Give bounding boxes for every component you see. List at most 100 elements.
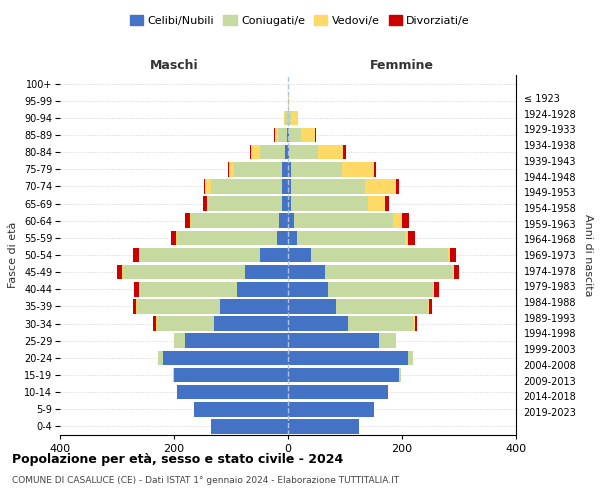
- Bar: [397, 179, 399, 194]
- Bar: [185, 334, 288, 348]
- Bar: [413, 316, 415, 331]
- Bar: [176, 230, 177, 245]
- Bar: [291, 110, 298, 125]
- Bar: [408, 230, 415, 245]
- Bar: [214, 316, 288, 331]
- Bar: [205, 179, 211, 194]
- Bar: [288, 179, 291, 194]
- Bar: [288, 162, 291, 176]
- Bar: [260, 248, 288, 262]
- Bar: [433, 282, 434, 296]
- Bar: [405, 230, 408, 245]
- Bar: [134, 282, 139, 296]
- Bar: [288, 350, 408, 365]
- Bar: [174, 368, 288, 382]
- Y-axis label: Anni di nascita: Anni di nascita: [583, 214, 593, 296]
- Bar: [434, 282, 439, 296]
- Bar: [260, 145, 285, 160]
- Bar: [348, 316, 413, 331]
- Bar: [158, 350, 163, 365]
- Bar: [287, 128, 288, 142]
- Bar: [191, 214, 280, 228]
- Bar: [203, 196, 207, 211]
- Bar: [278, 128, 287, 142]
- Bar: [288, 402, 373, 416]
- Bar: [288, 128, 289, 142]
- Bar: [137, 299, 220, 314]
- Bar: [136, 299, 137, 314]
- Bar: [234, 162, 283, 176]
- Bar: [122, 265, 245, 280]
- Bar: [236, 282, 288, 296]
- Text: Popolazione per età, sesso e stato civile - 2024: Popolazione per età, sesso e stato civil…: [12, 452, 343, 466]
- Bar: [207, 196, 208, 211]
- Bar: [311, 248, 448, 262]
- Bar: [368, 196, 385, 211]
- Bar: [283, 196, 288, 211]
- Bar: [285, 110, 288, 125]
- Bar: [415, 316, 418, 331]
- Bar: [288, 214, 294, 228]
- Bar: [288, 385, 388, 400]
- Bar: [171, 230, 176, 245]
- Bar: [274, 128, 275, 142]
- Bar: [208, 196, 283, 211]
- Bar: [291, 162, 342, 176]
- Bar: [288, 230, 296, 245]
- Bar: [283, 162, 288, 176]
- Bar: [288, 282, 328, 296]
- Bar: [379, 334, 397, 348]
- Bar: [204, 179, 205, 194]
- Bar: [157, 316, 214, 331]
- Bar: [399, 368, 401, 382]
- Bar: [139, 282, 140, 296]
- Bar: [451, 248, 456, 262]
- Bar: [288, 334, 379, 348]
- Bar: [275, 128, 278, 142]
- Bar: [211, 179, 283, 194]
- Bar: [289, 128, 301, 142]
- Bar: [325, 265, 454, 280]
- Bar: [163, 350, 288, 365]
- Bar: [301, 128, 315, 142]
- Bar: [185, 214, 190, 228]
- Bar: [429, 299, 431, 314]
- Bar: [315, 128, 316, 142]
- Bar: [250, 145, 251, 160]
- Bar: [133, 248, 139, 262]
- Bar: [288, 248, 311, 262]
- Bar: [245, 265, 288, 280]
- Bar: [190, 214, 191, 228]
- Bar: [385, 196, 389, 211]
- Bar: [328, 282, 433, 296]
- Bar: [117, 265, 122, 280]
- Text: Maschi: Maschi: [149, 58, 199, 71]
- Bar: [283, 179, 288, 194]
- Bar: [284, 110, 285, 125]
- Bar: [289, 145, 317, 160]
- Bar: [285, 145, 288, 160]
- Bar: [220, 299, 288, 314]
- Bar: [140, 282, 236, 296]
- Bar: [288, 368, 399, 382]
- Bar: [291, 196, 368, 211]
- Bar: [153, 316, 156, 331]
- Bar: [177, 230, 277, 245]
- Bar: [288, 145, 289, 160]
- Bar: [294, 214, 394, 228]
- Bar: [229, 162, 234, 176]
- Bar: [317, 145, 343, 160]
- Bar: [365, 179, 397, 194]
- Bar: [288, 316, 348, 331]
- Bar: [288, 196, 291, 211]
- Bar: [288, 94, 289, 108]
- Bar: [288, 110, 291, 125]
- Bar: [139, 248, 140, 262]
- Bar: [343, 145, 346, 160]
- Bar: [454, 265, 459, 280]
- Bar: [173, 368, 174, 382]
- Bar: [174, 334, 185, 348]
- Bar: [288, 419, 359, 434]
- Bar: [156, 316, 157, 331]
- Bar: [288, 299, 337, 314]
